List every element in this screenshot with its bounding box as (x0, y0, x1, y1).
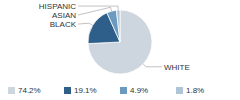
slice-label: WHITE (164, 63, 190, 72)
leader-line (78, 6, 118, 10)
legend-swatch (176, 87, 183, 94)
legend-label: 4.9% (130, 86, 148, 95)
slice-label: HISPANIC (39, 2, 76, 11)
legend-item: 19.1% (64, 86, 97, 95)
legend-label: 74.2% (18, 86, 41, 95)
legend-label: 19.1% (74, 86, 97, 95)
legend-swatch (64, 87, 71, 94)
legend-swatch (120, 87, 127, 94)
pie: WHITE BLACKASIANHISPANIC (39, 2, 190, 74)
slice-label: ASIAN (52, 11, 76, 20)
legend-item: 74.2% (8, 86, 41, 95)
pie-slice (116, 10, 120, 42)
pie-slice (88, 10, 152, 74)
pie-slice (107, 10, 120, 42)
chart: WHITE BLACKASIANHISPANIC 74.2% 19.1% 4.9% 1.8… (0, 0, 240, 100)
legend-swatch (8, 87, 15, 94)
leader-line (143, 64, 162, 67)
leader-line (78, 7, 112, 15)
legend-item: 1.8% (176, 86, 204, 95)
legend: 74.2% 19.1% 4.9% 1.8% (8, 86, 204, 95)
leader-line (78, 23, 93, 25)
legend-item: 4.9% (120, 86, 148, 95)
slice-label: BLACK (50, 20, 77, 29)
legend-label: 1.8% (186, 86, 204, 95)
